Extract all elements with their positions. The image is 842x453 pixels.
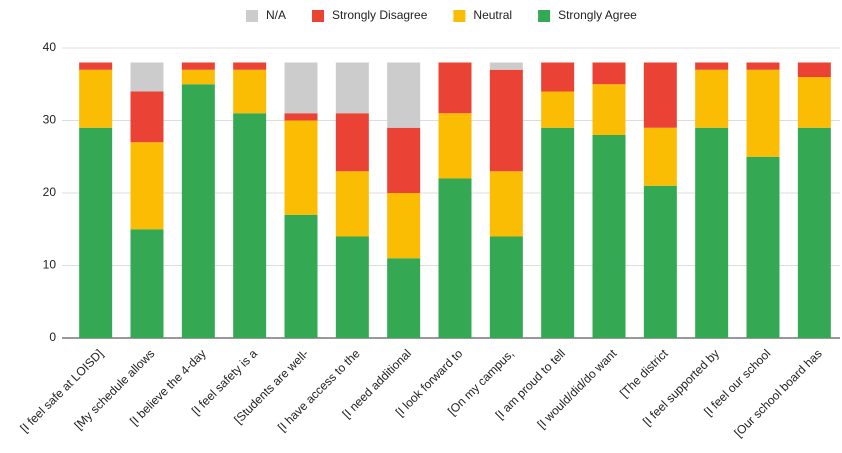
legend-swatch bbox=[246, 10, 258, 22]
bar-segment bbox=[643, 185, 677, 338]
legend-label: N/A bbox=[266, 8, 286, 22]
bar-segment bbox=[335, 236, 369, 338]
bar-segment bbox=[181, 62, 215, 70]
bar-segment bbox=[489, 69, 523, 172]
bar-segment bbox=[438, 178, 472, 338]
bar-segment bbox=[695, 127, 729, 338]
bar-segment bbox=[387, 62, 421, 128]
bar-segment bbox=[387, 127, 421, 193]
bar-segment bbox=[79, 62, 113, 70]
bar-segment bbox=[335, 113, 369, 172]
y-tick-label: 30 bbox=[43, 113, 57, 127]
legend-label: Strongly Agree bbox=[558, 8, 637, 22]
bar-segment bbox=[695, 69, 729, 128]
bar-segment bbox=[79, 127, 113, 338]
bar-segment bbox=[130, 142, 164, 230]
legend-swatch bbox=[312, 10, 325, 22]
legend-swatch bbox=[453, 10, 466, 22]
bar-segment bbox=[79, 69, 113, 128]
bar-segment bbox=[592, 135, 626, 338]
x-tick-label: [Our school board has bbox=[731, 346, 824, 439]
legend-label: Neutral bbox=[473, 8, 512, 22]
bar-segment bbox=[592, 84, 626, 135]
y-tick-label: 40 bbox=[43, 40, 57, 54]
bar-segment bbox=[746, 156, 780, 338]
bar-segment bbox=[335, 62, 369, 114]
bar-segment bbox=[541, 91, 575, 128]
y-tick-label: 10 bbox=[43, 258, 57, 272]
bar-segment bbox=[541, 62, 575, 92]
bar-segment bbox=[746, 62, 780, 70]
y-tick-label: 0 bbox=[49, 330, 56, 344]
bar-segment bbox=[797, 77, 831, 128]
bar-segment bbox=[233, 113, 267, 338]
bar-segment bbox=[284, 113, 318, 121]
bar-segment bbox=[643, 127, 677, 186]
bar-segment bbox=[541, 127, 575, 338]
x-tick-label: [The district bbox=[617, 346, 671, 400]
bar-segment bbox=[233, 62, 267, 70]
bar-segment bbox=[284, 62, 318, 114]
x-tick-label: [I feel safe at LOISD] bbox=[17, 346, 106, 435]
bar-segment bbox=[284, 120, 318, 215]
legend-label: Strongly Disagree bbox=[332, 8, 428, 22]
legend-swatch bbox=[538, 10, 551, 22]
y-tick-label: 20 bbox=[43, 185, 57, 199]
bar-segment bbox=[387, 193, 421, 259]
bar-segment bbox=[489, 62, 523, 70]
bar-segment bbox=[130, 229, 164, 338]
bar-segment bbox=[695, 62, 729, 70]
bar-segment bbox=[181, 84, 215, 338]
bar-segment bbox=[233, 69, 267, 114]
bar-segment bbox=[387, 258, 421, 338]
bar-segment bbox=[797, 62, 831, 77]
bar-segment bbox=[489, 171, 523, 237]
bar-segment bbox=[489, 236, 523, 338]
bar-segment bbox=[746, 69, 780, 157]
bar-segment bbox=[335, 171, 369, 237]
bar-segment bbox=[130, 91, 164, 143]
bar-segment bbox=[438, 113, 472, 179]
bar-segment bbox=[438, 62, 472, 114]
bar-segment bbox=[130, 62, 164, 92]
bar-segment bbox=[181, 69, 215, 85]
bar-segment bbox=[643, 62, 677, 128]
bar-segment bbox=[284, 214, 318, 338]
bar-segment bbox=[797, 127, 831, 338]
bar-segment bbox=[592, 62, 626, 85]
